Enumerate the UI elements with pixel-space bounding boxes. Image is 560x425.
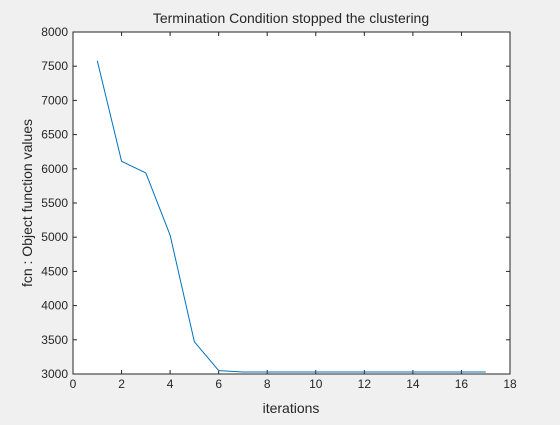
- x-tick-label: 10: [309, 377, 323, 391]
- x-tick-label: 0: [70, 377, 77, 391]
- y-tick-label: 8000: [41, 25, 68, 39]
- x-tick-label: 4: [167, 377, 174, 391]
- x-tick-label: 18: [503, 377, 517, 391]
- y-tick-label: 6000: [41, 162, 68, 176]
- plot-area: [73, 32, 510, 374]
- x-tick-label: 8: [264, 377, 271, 391]
- x-tick-label: 12: [358, 377, 372, 391]
- series-line: [96, 60, 486, 373]
- x-tick-label: 14: [406, 377, 420, 391]
- chart-title: Termination Condition stopped the cluste…: [153, 10, 429, 26]
- y-tick-label: 5000: [41, 230, 68, 244]
- plot-box: [72, 31, 511, 375]
- y-tick-label: 5500: [41, 196, 68, 210]
- y-tick-label: 4500: [41, 264, 68, 278]
- y-axis-label: fcn : Object function values: [19, 119, 35, 287]
- y-tick-label: 7000: [41, 93, 68, 107]
- y-tick-label: 6500: [41, 128, 68, 142]
- y-tick-label: 4000: [41, 299, 68, 313]
- y-tick-label: 3000: [41, 367, 68, 381]
- y-tick-label: 3500: [41, 333, 68, 347]
- y-tick-label: 7500: [41, 59, 68, 73]
- ticks-layer: 0 2 4 6 8 10 12 14 16 18 3000 3500 4000 4500 5000 5500 6…: [41, 25, 517, 391]
- x-tick-label: 16: [455, 377, 469, 391]
- x-tick-label: 2: [118, 377, 125, 391]
- series-layer: [96, 60, 486, 373]
- x-axis-label: iterations: [263, 400, 320, 416]
- x-tick-label: 6: [215, 377, 222, 391]
